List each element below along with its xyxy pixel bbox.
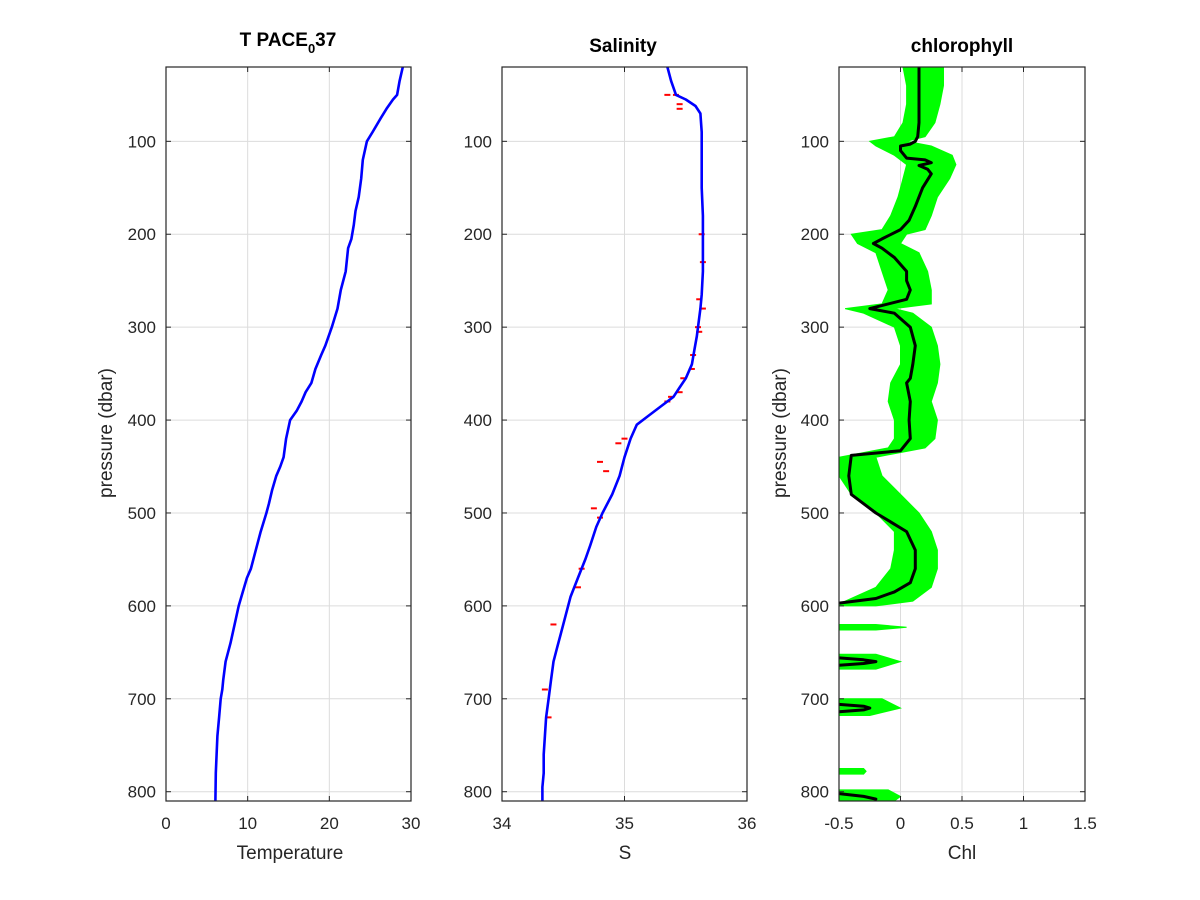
salinity-x-tick-label: 36 [738, 814, 757, 833]
temperature-y-axis-label: pressure (dbar) [96, 368, 117, 498]
temperature-x-axis-label: Temperature [237, 843, 344, 864]
chlorophyll-raw-envelope [839, 67, 957, 607]
temperature-y-tick-label: 700 [128, 690, 156, 709]
temperature-x-ticks: 0 10 20 30 [161, 67, 420, 833]
temperature-profile-line [214, 67, 405, 801]
salinity-chart-title: Salinity [589, 36, 657, 57]
chlorophyll-x-tick-label: 1.5 [1073, 814, 1097, 833]
chlorophyll-y-axis-label: pressure (dbar) [770, 368, 791, 498]
chlorophyll-y-tick-label: 200 [801, 225, 829, 244]
temperature-y-tick-label: 800 [128, 783, 156, 802]
salinity-x-tick-label: 34 [493, 814, 512, 833]
temperature-y-tick-label: 200 [128, 225, 156, 244]
chlorophyll-chart-title: chlorophyll [911, 36, 1013, 57]
chlorophyll-smoothed-loop [839, 702, 872, 714]
chlorophyll-y-ticks: 100 200 300 400 500 600 700 800 [801, 132, 1085, 802]
chlorophyll-panel: -0.5 0 0.5 1 1.5 100 200 300 400 500 600 700 800 ch… [770, 36, 1097, 864]
chlorophyll-y-tick-label: 800 [801, 783, 829, 802]
salinity-plot-area [541, 67, 706, 801]
salinity-x-tick-label: 35 [615, 814, 634, 833]
temperature-y-tick-label: 100 [128, 132, 156, 151]
chlorophyll-x-tick-label: 1 [1019, 814, 1028, 833]
salinity-y-tick-label: 800 [464, 783, 492, 802]
chlorophyll-smoothed-line [839, 792, 878, 801]
temperature-plot-area [214, 67, 405, 801]
chlorophyll-y-tick-label: 400 [801, 411, 829, 430]
chlorophyll-smoothed-line [839, 67, 933, 605]
salinity-y-tick-label: 100 [464, 132, 492, 151]
chlorophyll-x-axis-label: Chl [948, 843, 977, 864]
temperature-title-end: 37 [315, 30, 336, 51]
temperature-chart-title: T PACE037 [240, 30, 337, 56]
temperature-grid [166, 67, 411, 801]
salinity-y-tick-label: 700 [464, 690, 492, 709]
temperature-x-tick-label: 10 [238, 814, 257, 833]
salinity-y-tick-label: 200 [464, 225, 492, 244]
chlorophyll-y-tick-label: 300 [801, 318, 829, 337]
chlorophyll-raw-envelope [839, 789, 902, 801]
chlorophyll-raw-envelope [839, 768, 867, 775]
chlorophyll-y-tick-label: 500 [801, 504, 829, 523]
chlorophyll-x-ticks: -0.5 0 0.5 1 1.5 [824, 67, 1097, 833]
salinity-y-ticks: 100 200 300 400 500 600 700 800 [464, 132, 747, 802]
salinity-x-axis-label: S [619, 843, 632, 864]
salinity-panel: 34 35 36 100 200 300 400 500 600 700 800 Salinity… [464, 36, 757, 864]
temperature-x-tick-label: 20 [320, 814, 339, 833]
chlorophyll-x-tick-label: 0.5 [950, 814, 974, 833]
chlorophyll-y-tick-label: 700 [801, 690, 829, 709]
chlorophyll-smoothed-loop [839, 656, 878, 667]
temperature-x-tick-label: 0 [161, 814, 170, 833]
temperature-y-ticks: 100 200 300 400 500 600 700 800 [128, 132, 411, 802]
temperature-y-tick-label: 500 [128, 504, 156, 523]
chlorophyll-x-tick-label: -0.5 [824, 814, 853, 833]
salinity-x-ticks: 34 35 36 [493, 67, 757, 833]
chlorophyll-y-tick-label: 100 [801, 132, 829, 151]
salinity-y-tick-label: 500 [464, 504, 492, 523]
temperature-axes-box [165, 66, 412, 802]
salinity-y-tick-label: 300 [464, 318, 492, 337]
temperature-title-main: T PACE [240, 30, 308, 51]
chlorophyll-plot-area [839, 67, 957, 801]
temperature-y-tick-label: 400 [128, 411, 156, 430]
salinity-y-tick-label: 600 [464, 597, 492, 616]
temperature-y-tick-label: 300 [128, 318, 156, 337]
temperature-title-subscript: 0 [308, 41, 315, 56]
chlorophyll-x-tick-label: 0 [896, 814, 905, 833]
chlorophyll-y-tick-label: 600 [801, 597, 829, 616]
chlorophyll-raw-envelope [839, 624, 907, 631]
salinity-y-tick-label: 400 [464, 411, 492, 430]
salinity-profile-line [541, 67, 705, 801]
temperature-y-tick-label: 600 [128, 597, 156, 616]
temperature-x-tick-label: 30 [402, 814, 421, 833]
